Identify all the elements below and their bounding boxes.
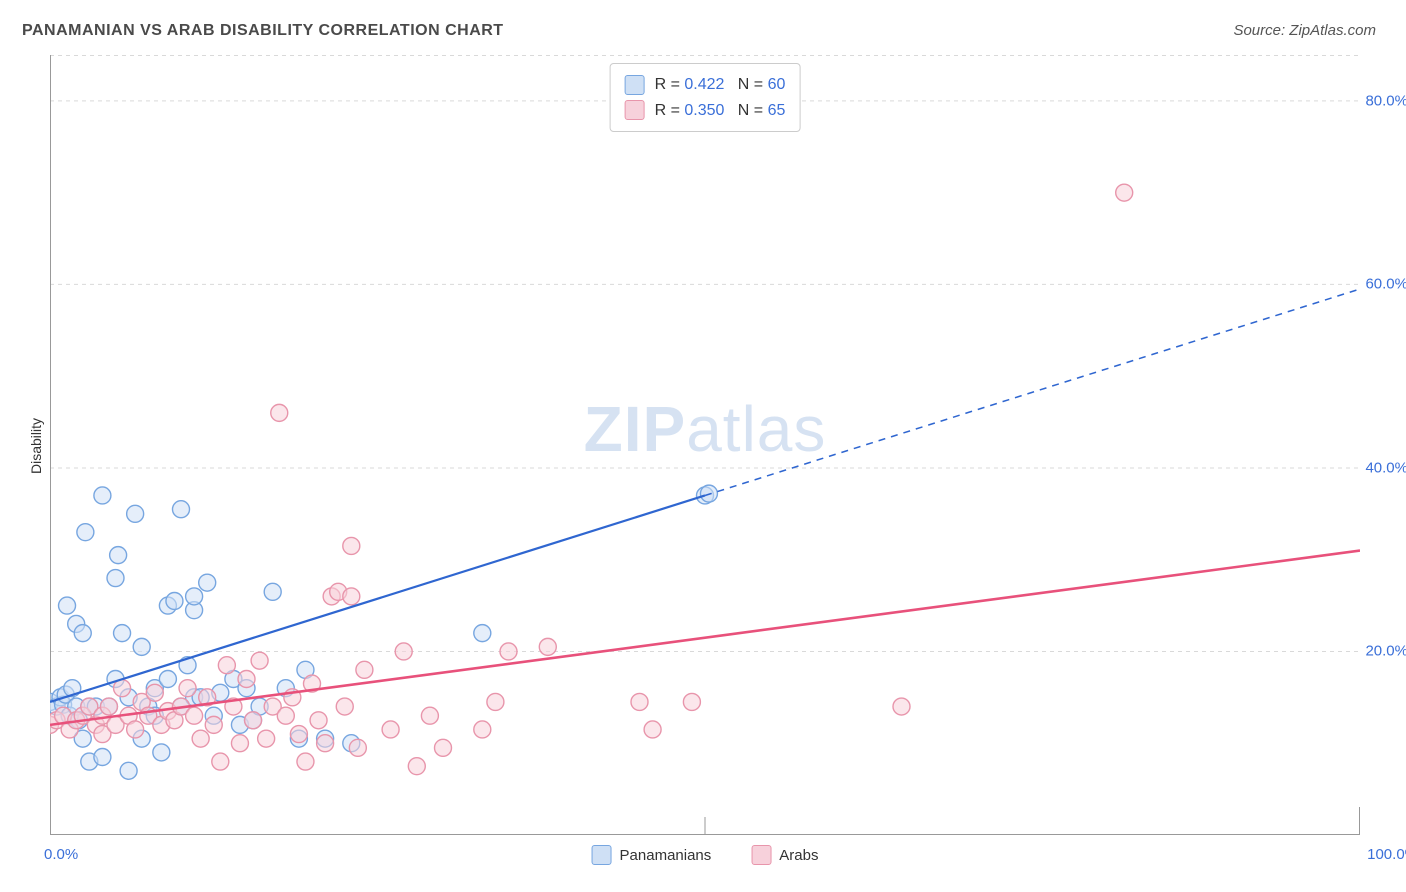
y-tick-label: 40.0%	[1365, 459, 1406, 476]
legend-label: Arabs	[779, 847, 818, 864]
chart-title: PANAMANIAN VS ARAB DISABILITY CORRELATIO…	[22, 22, 504, 40]
stats-text: R = 0.350 N = 65	[655, 98, 786, 124]
stats-legend: R = 0.422 N = 60R = 0.350 N = 65	[610, 63, 801, 132]
legend-swatch	[751, 845, 771, 865]
stats-row-arabs: R = 0.350 N = 65	[625, 98, 786, 124]
legend-item-panamanians: Panamanians	[592, 845, 712, 865]
bottom-legend: Panamanians Arabs	[592, 845, 819, 865]
x-tick-label: 100.0%	[1367, 846, 1406, 863]
legend-label: Panamanians	[620, 847, 712, 864]
source-label: Source: ZipAtlas.com	[1233, 22, 1376, 39]
x-tick-label: 0.0%	[44, 846, 78, 863]
legend-item-arabs: Arabs	[751, 845, 818, 865]
y-axis-label: Disability	[28, 418, 44, 474]
stats-row-panamanians: R = 0.422 N = 60	[625, 72, 786, 98]
y-tick-label: 20.0%	[1365, 643, 1406, 660]
chart-svg	[50, 55, 1360, 835]
stats-swatch	[625, 75, 645, 95]
y-tick-label: 60.0%	[1365, 276, 1406, 293]
legend-swatch	[592, 845, 612, 865]
scatter-plot: ZIPatlas R = 0.422 N = 60R = 0.350 N = 6…	[50, 55, 1360, 835]
stats-text: R = 0.422 N = 60	[655, 72, 786, 98]
stats-swatch	[625, 100, 645, 120]
y-tick-label: 80.0%	[1365, 92, 1406, 109]
